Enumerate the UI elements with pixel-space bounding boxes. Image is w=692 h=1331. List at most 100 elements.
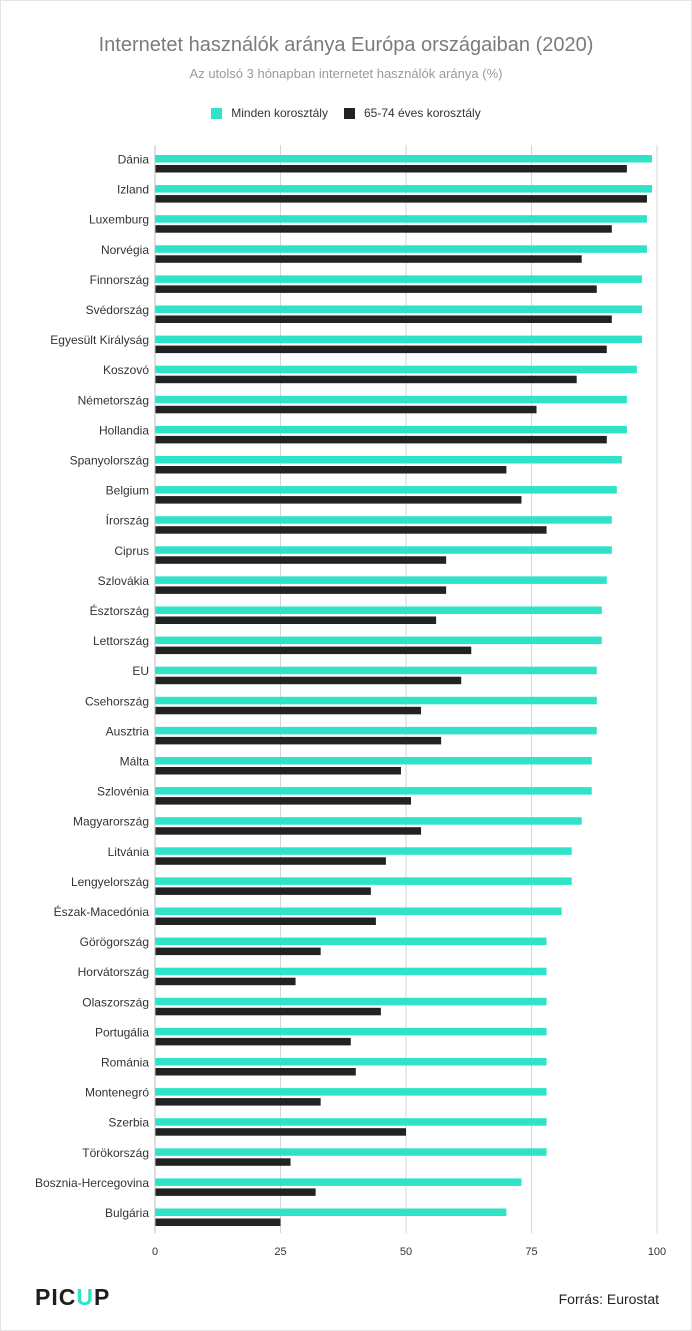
bar-65-74 <box>155 1218 281 1226</box>
bar-65-74 <box>155 526 547 534</box>
bar-65-74 <box>155 1188 316 1196</box>
bar-all-ages <box>155 997 547 1006</box>
bar-65-74 <box>155 767 401 775</box>
legend-item-all: Minden korosztály <box>211 106 328 120</box>
bar-all-ages <box>155 1027 547 1036</box>
bar-all-ages <box>155 787 592 795</box>
category-label: Törökország <box>82 1146 149 1160</box>
legend-swatch-senior <box>343 107 355 119</box>
category-label: Montenegró <box>85 1086 149 1100</box>
category-label: Izland <box>117 183 149 197</box>
bar-65-74 <box>155 887 371 895</box>
category-label: Észtország <box>90 603 149 618</box>
bar-65-74 <box>155 1158 291 1166</box>
x-tick-label: 25 <box>274 1246 286 1258</box>
bar-all-ages <box>155 486 617 494</box>
bar-65-74 <box>155 1068 356 1076</box>
bar-all-ages <box>155 1208 507 1216</box>
category-label: Ciprus <box>114 544 149 558</box>
source-note: Forrás: Eurostat <box>558 1291 659 1307</box>
bar-65-74 <box>155 797 412 805</box>
category-label: Koszovó <box>103 363 149 377</box>
bar-all-ages <box>155 335 642 344</box>
x-tick-label: 75 <box>525 1246 537 1258</box>
category-label: EU <box>132 664 149 678</box>
category-label: Lettország <box>93 634 149 648</box>
bar-65-74 <box>155 225 612 233</box>
bar-65-74 <box>155 857 386 865</box>
bar-all-ages <box>155 907 562 915</box>
bar-65-74 <box>155 345 607 354</box>
bar-all-ages <box>155 726 597 735</box>
bar-65-74 <box>155 435 607 444</box>
bar-all-ages <box>155 847 572 855</box>
category-label: Dánia <box>118 153 150 167</box>
category-label: Románia <box>101 1056 149 1070</box>
category-label: Málta <box>120 755 150 769</box>
legend-label-all: Minden korosztály <box>231 106 328 120</box>
bar-65-74 <box>155 1007 381 1016</box>
category-label: Magyarország <box>73 815 149 829</box>
category-label: Írország <box>106 513 149 528</box>
bar-all-ages <box>155 185 652 193</box>
bar-all-ages <box>155 215 647 223</box>
bar-65-74 <box>155 466 507 474</box>
x-tick-label: 50 <box>400 1246 412 1258</box>
bar-all-ages <box>155 636 602 645</box>
category-label: Szerbia <box>108 1116 149 1130</box>
bar-65-74 <box>155 1128 406 1136</box>
category-label: Egyesült Királyság <box>50 333 149 347</box>
category-label: Észak-Macedónia <box>54 904 150 919</box>
bar-all-ages <box>155 456 622 464</box>
bar-65-74 <box>155 676 462 685</box>
bar-all-ages <box>155 516 612 524</box>
bar-65-74 <box>155 586 447 594</box>
category-label: Olaszország <box>82 995 149 1009</box>
category-label: Szlovénia <box>97 785 149 799</box>
bar-all-ages <box>155 1148 547 1156</box>
category-label: Belgium <box>106 484 149 498</box>
bar-all-ages <box>155 305 642 313</box>
bar-65-74 <box>155 556 447 564</box>
category-label: Ausztria <box>106 724 150 738</box>
bar-all-ages <box>155 155 652 163</box>
bar-65-74 <box>155 706 422 715</box>
category-label: Csehország <box>85 694 149 708</box>
bar-all-ages <box>155 245 647 253</box>
category-label: Hollandia <box>99 423 149 437</box>
legend: Minden korosztály 65-74 éves korosztály <box>0 106 692 120</box>
bar-65-74 <box>155 195 647 203</box>
bar-all-ages <box>155 275 642 283</box>
bar-all-ages <box>155 395 627 404</box>
category-label: Bulgária <box>105 1206 149 1220</box>
logo-suffix: P <box>93 1284 111 1310</box>
bar-65-74 <box>155 255 582 263</box>
bar-65-74 <box>155 496 522 504</box>
bar-all-ages <box>155 937 547 946</box>
x-tick-label: 0 <box>152 1246 158 1258</box>
legend-item-senior: 65-74 éves korosztály <box>343 106 481 120</box>
bar-65-74 <box>155 405 537 414</box>
bar-65-74 <box>155 917 376 925</box>
category-label: Portugália <box>95 1025 149 1039</box>
category-label: Lengyelország <box>71 875 149 889</box>
x-tick-label: 100 <box>648 1246 666 1258</box>
category-label: Luxemburg <box>89 213 149 227</box>
bar-all-ages <box>155 1058 547 1066</box>
category-label: Spanyolország <box>70 454 149 468</box>
bar-65-74 <box>155 285 597 293</box>
category-label: Horvátország <box>78 965 149 979</box>
bar-all-ages <box>155 365 637 374</box>
bar-all-ages <box>155 546 612 554</box>
bar-all-ages <box>155 696 597 705</box>
picup-logo: PICUP <box>35 1284 110 1311</box>
bar-65-74 <box>155 616 437 624</box>
bar-all-ages <box>155 967 547 976</box>
chart-title: Internetet használók aránya Európa orszá… <box>98 34 594 56</box>
bar-all-ages <box>155 757 592 765</box>
category-label: Svédország <box>86 303 149 317</box>
bar-65-74 <box>155 736 442 745</box>
bar-65-74 <box>155 375 577 384</box>
bar-all-ages <box>155 425 627 434</box>
